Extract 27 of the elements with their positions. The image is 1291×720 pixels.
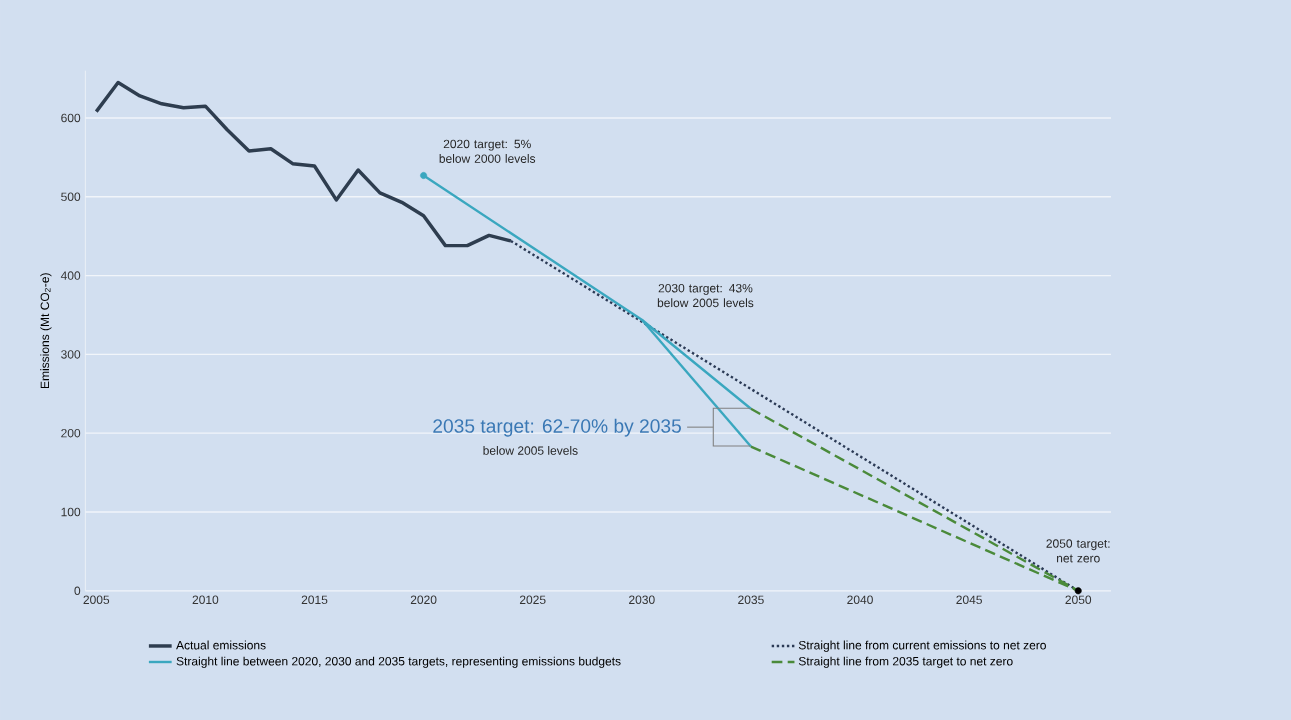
legend-label: Straight line between 2020, 2030 and 2035 targets, representing emissions budgets <box>176 656 621 668</box>
annotation: below 2005 levels <box>483 445 578 455</box>
y-tick-label: 100 <box>61 507 81 517</box>
x-tick-label: 2015 <box>301 595 328 604</box>
y-tick-label: 400 <box>60 271 81 280</box>
y-tick-label: 500 <box>61 192 81 201</box>
y-axis-title: Emissions (Mt CO$_{2}$-e) <box>40 273 52 388</box>
x-tick-label: 2030 <box>629 595 655 604</box>
annotation: 2050 target: net zero <box>1046 539 1110 563</box>
legend-label: Straight line from current emissions to net zero <box>798 640 1046 652</box>
legend-label: Straight line from 2035 target to net zero <box>798 656 1013 668</box>
x-tick-label: 2040 <box>847 595 873 604</box>
y-tick-label: 0 <box>74 586 81 595</box>
y-tick-label: 300 <box>61 350 81 359</box>
x-tick-label: 2010 <box>192 595 219 604</box>
annotation: 2035 target: 62-70% by 2035 <box>433 418 681 437</box>
y-tick-label: 600 <box>61 113 81 123</box>
legend-label: Actual emissions <box>176 640 266 650</box>
x-tick-label: 2025 <box>519 595 546 604</box>
x-tick-label: 2050 <box>1065 595 1092 604</box>
annotation: 2020 target: 5% below 2000 levels <box>439 139 536 163</box>
x-tick-label: 2045 <box>956 595 982 604</box>
y-tick-label: 200 <box>61 428 81 438</box>
x-tick-label: 2005 <box>83 595 110 604</box>
annotation: 2030 target: 43% below 2005 levels <box>657 283 754 308</box>
x-tick-label: 2020 <box>410 595 437 604</box>
x-tick-label: 2035 <box>738 595 764 604</box>
